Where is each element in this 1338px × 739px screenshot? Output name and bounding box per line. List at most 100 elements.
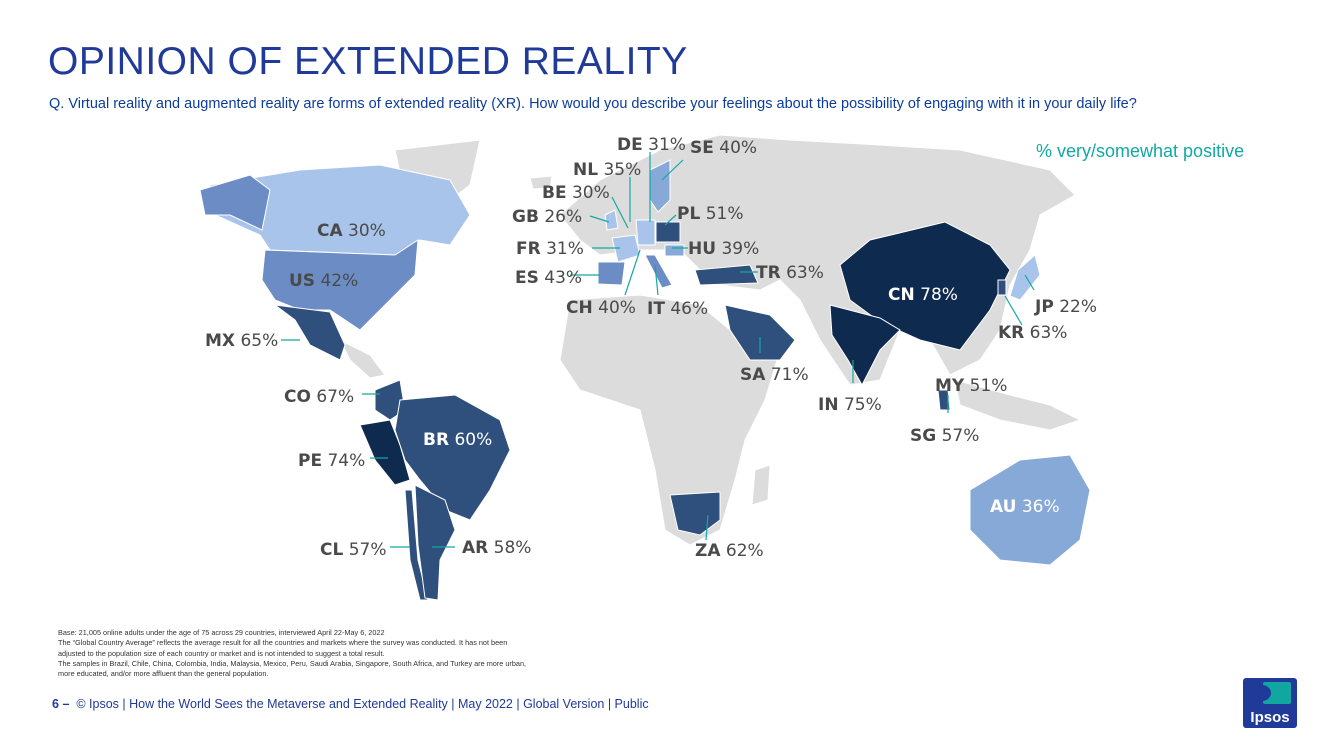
label-in-code: IN [818,395,839,415]
label-co-value: 67% [316,387,354,407]
label-fr-code: FR [516,239,541,259]
central-america-land [338,338,386,379]
label-tr-code: TR [756,263,781,283]
label-ca-value: 30% [348,221,386,241]
note-samples: The samples in Brazil, Chile, China, Col… [58,658,527,679]
label-cn-value: 78% [920,285,958,305]
country-tr[interactable] [694,264,759,286]
country-it[interactable] [644,254,673,289]
label-se-value: 40% [719,138,757,158]
label-sa-code: SA [740,365,766,385]
label-my: MY 51% [935,376,1007,396]
label-mx-value: 65% [240,331,278,351]
country-jp[interactable] [1009,254,1041,301]
country-pe[interactable] [359,419,411,486]
country-in[interactable] [829,304,901,387]
country-hu[interactable] [664,244,685,257]
label-sg: SG 57% [910,426,979,446]
label-de: DE 31% [617,135,686,155]
country-us-alaska[interactable] [199,174,271,231]
se-asia-islands [954,379,1082,431]
label-pl-code: PL [677,204,700,224]
label-hu: HU 39% [688,239,759,259]
label-fr: FR 31% [516,239,584,259]
label-za-code: ZA [695,541,721,561]
label-hu-code: HU [688,239,716,259]
label-in: IN 75% [818,395,882,415]
surveyed-countries [199,159,1091,601]
footer-text: © Ipsos | How the World Sees the Metaver… [76,697,649,711]
label-fr-value: 31% [546,239,584,259]
country-cl[interactable] [404,489,429,601]
country-es[interactable] [597,261,626,286]
page-title: OPINION OF EXTENDED REALITY [48,40,688,83]
note-base: Base: 21,005 online adults under the age… [58,628,385,637]
label-pl-value: 51% [706,204,744,224]
label-kr-code: KR [998,323,1024,343]
country-us[interactable] [261,239,419,331]
country-ar[interactable] [414,484,456,601]
label-sa: SA 71% [740,365,809,385]
label-ar: AR 58% [462,538,531,558]
page-dash: – [62,697,70,711]
label-kr-value: 63% [1030,323,1068,343]
label-my-value: 51% [970,376,1008,396]
label-pe-code: PE [298,451,322,471]
country-fr[interactable] [611,234,641,263]
label-ch: CH 40% [566,298,636,318]
label-be-code: BE [542,183,567,203]
label-es: ES 43% [515,268,582,288]
label-in-value: 75% [844,395,882,415]
page-number: 6 [52,697,59,711]
legend-note: % very/somewhat positive [1036,141,1245,161]
label-cn-code: CN [888,285,915,305]
label-de-code: DE [617,135,643,155]
label-nl: NL 35% [573,160,641,180]
label-tr: TR 63% [756,263,824,283]
label-it-value: 46% [670,299,708,319]
country-my[interactable] [937,389,951,411]
label-jp-value: 22% [1059,297,1097,317]
madagascar-land [751,464,771,506]
label-br-value: 60% [454,430,492,450]
logo-text: Ipsos [1250,709,1290,726]
iceland-shape [529,175,553,190]
label-se-code: SE [690,138,714,158]
country-ca[interactable] [209,164,471,256]
label-au: AU 36% [990,497,1060,517]
label-us-value: 42% [320,271,358,291]
label-cl-value: 57% [349,540,387,560]
country-au[interactable] [969,454,1091,566]
label-sa-value: 71% [771,365,809,385]
label-mx-code: MX [205,331,235,351]
note-average: The “Global Country Average” reflects th… [58,638,508,658]
label-za: ZA 62% [695,541,764,561]
label-it-code: IT [647,299,665,319]
label-ca-code: CA [317,221,343,241]
country-mx[interactable] [273,304,346,361]
label-br: BR 60% [423,430,492,450]
label-br-code: BR [423,430,449,450]
label-ar-code: AR [462,538,488,558]
methodology-notes: Base: 21,005 online adults under the age… [58,628,528,679]
country-gb[interactable] [604,209,619,231]
country-sa[interactable] [724,304,796,361]
country-pl[interactable] [655,221,681,243]
label-sg-code: SG [910,426,936,446]
country-de[interactable] [635,219,656,246]
label-gb: GB 26% [512,207,582,227]
country-kr[interactable] [997,279,1007,296]
label-my-code: MY [935,376,965,396]
label-co-code: CO [284,387,311,407]
label-pe: PE 74% [298,451,365,471]
label-jp-code: JP [1034,297,1054,317]
leader-lines [281,152,1035,548]
country-cn[interactable] [839,221,1011,351]
country-br[interactable] [394,394,511,521]
label-us: US 42% [289,271,358,291]
label-mx: MX 65% [205,331,278,351]
label-cn: CN 78% [888,285,958,305]
label-se: SE 40% [690,138,757,158]
label-jp: JP 22% [1034,297,1097,317]
